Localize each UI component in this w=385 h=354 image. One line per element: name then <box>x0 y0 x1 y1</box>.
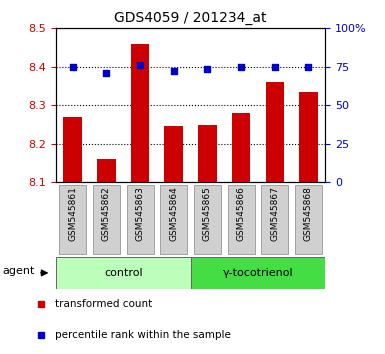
Point <box>238 64 244 70</box>
Bar <box>198 125 217 182</box>
Point <box>204 66 211 72</box>
Bar <box>131 44 149 182</box>
FancyBboxPatch shape <box>228 185 254 254</box>
Point <box>70 64 76 70</box>
Text: GSM545867: GSM545867 <box>270 186 279 241</box>
Text: GSM545864: GSM545864 <box>169 186 178 241</box>
Bar <box>64 117 82 182</box>
Bar <box>97 159 115 182</box>
Text: percentile rank within the sample: percentile rank within the sample <box>55 330 230 341</box>
FancyBboxPatch shape <box>295 185 322 254</box>
Text: GSM545863: GSM545863 <box>136 186 144 241</box>
FancyBboxPatch shape <box>127 185 154 254</box>
FancyBboxPatch shape <box>59 185 86 254</box>
Point <box>305 64 311 70</box>
Text: transformed count: transformed count <box>55 298 152 309</box>
Text: GSM545865: GSM545865 <box>203 186 212 241</box>
Bar <box>266 82 284 182</box>
FancyBboxPatch shape <box>191 257 325 289</box>
FancyBboxPatch shape <box>194 185 221 254</box>
Bar <box>164 126 183 182</box>
Text: GSM545862: GSM545862 <box>102 186 111 241</box>
Text: GSM545868: GSM545868 <box>304 186 313 241</box>
Bar <box>299 92 318 182</box>
Point <box>171 69 177 74</box>
FancyBboxPatch shape <box>56 257 191 289</box>
FancyBboxPatch shape <box>93 185 120 254</box>
Text: GSM545866: GSM545866 <box>237 186 246 241</box>
Text: control: control <box>104 268 142 278</box>
Point <box>103 70 109 76</box>
FancyBboxPatch shape <box>261 185 288 254</box>
Bar <box>232 113 250 182</box>
FancyBboxPatch shape <box>160 185 187 254</box>
Text: agent: agent <box>3 266 35 276</box>
Text: γ-tocotrienol: γ-tocotrienol <box>223 268 293 278</box>
Point <box>272 64 278 70</box>
Point <box>137 62 143 68</box>
Title: GDS4059 / 201234_at: GDS4059 / 201234_at <box>114 11 267 24</box>
Text: GSM545861: GSM545861 <box>68 186 77 241</box>
